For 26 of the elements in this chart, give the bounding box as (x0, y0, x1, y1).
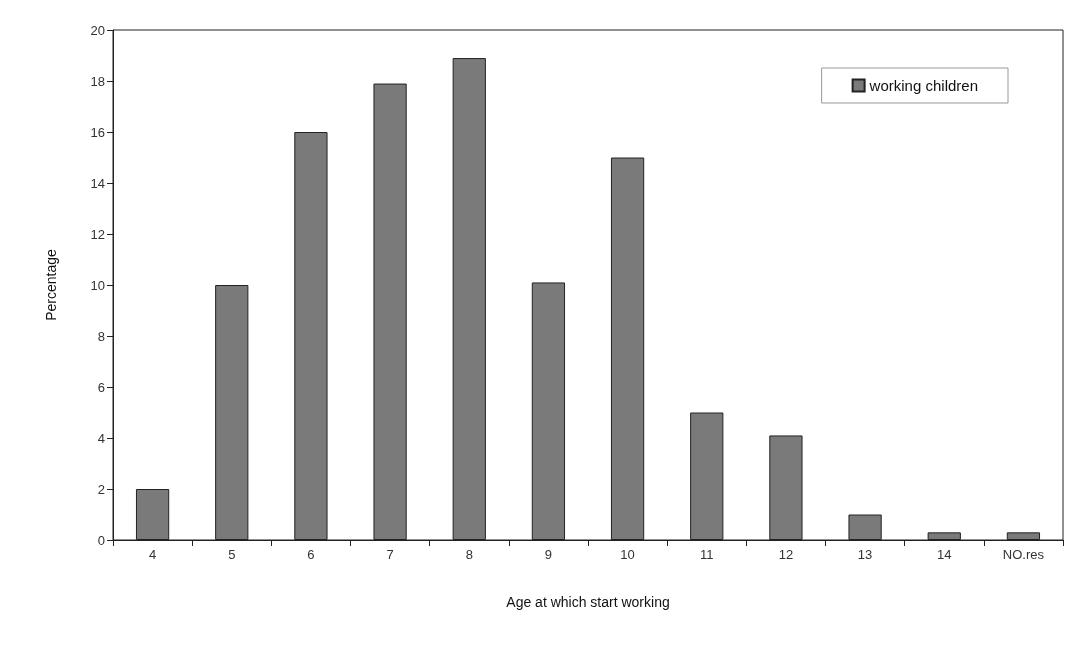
y-tick-label: 16 (90, 124, 105, 140)
x-tick-label: 9 (544, 547, 553, 562)
x-tick-label: 7 (386, 547, 394, 562)
x-tick-label: 12 (778, 547, 794, 562)
y-tick-label: 8 (97, 328, 105, 344)
y-tick-label: 10 (90, 277, 105, 293)
y-tick-label: 6 (97, 379, 105, 395)
x-axis-title: Age at which start working (506, 594, 670, 610)
x-tick-label: 14 (937, 547, 952, 562)
y-tick-label: 2 (97, 481, 105, 497)
y-tick-label: 18 (90, 73, 105, 89)
x-tick-label: 10 (620, 547, 635, 562)
y-tick-label: 20 (90, 22, 105, 38)
legend-label: working children (868, 77, 979, 94)
x-tick-label: 11 (700, 547, 714, 562)
y-axis-title: Percentage (43, 248, 59, 321)
x-tick-label: 5 (228, 547, 236, 562)
x-tick-label: 8 (465, 547, 473, 562)
y-tick-label: 14 (90, 175, 105, 191)
x-tick-label: 13 (857, 547, 873, 562)
y-tick-label: 0 (97, 532, 105, 548)
y-tick-label: 4 (97, 430, 105, 446)
x-tick-label: NO.res (1002, 547, 1045, 562)
x-tick-label: 4 (148, 547, 157, 562)
y-tick-label: 12 (90, 226, 105, 242)
x-tick-label: 6 (307, 547, 315, 562)
